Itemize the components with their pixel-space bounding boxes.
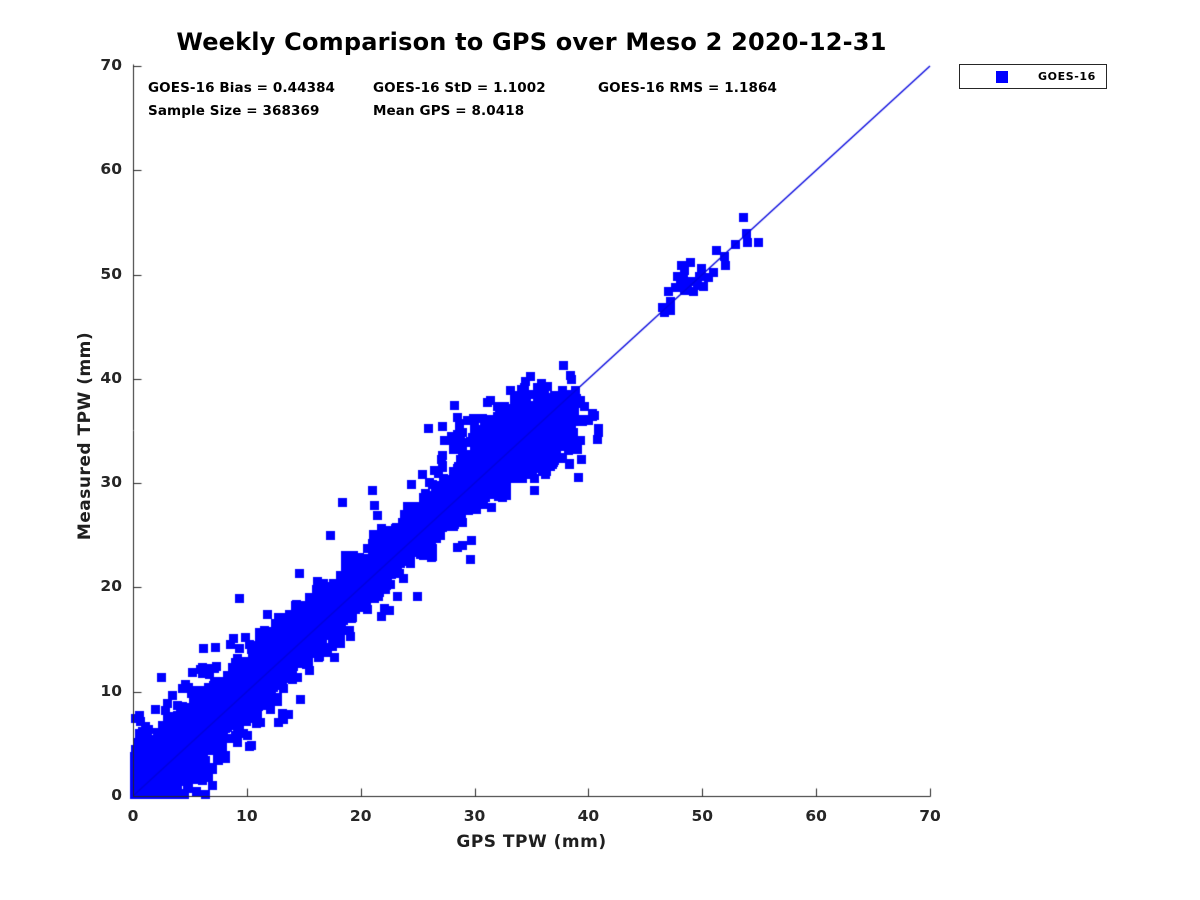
x-tick-label: 20 — [349, 807, 372, 825]
stat-rms: GOES-16 RMS = 1.1864 — [598, 80, 777, 96]
y-tick-label: 10 — [100, 681, 122, 700]
stat-sample-size: Sample Size = 368369 — [148, 103, 320, 119]
x-tick-label: 0 — [127, 807, 139, 825]
stat-std: GOES-16 StD = 1.1002 — [373, 80, 546, 96]
x-tick-label: 50 — [691, 807, 714, 825]
y-axis-label: Measured TPW (mm) — [75, 331, 95, 541]
y-tick-label: 30 — [100, 473, 122, 492]
legend-marker-square-icon — [996, 70, 1008, 83]
x-tick-label: 60 — [805, 807, 827, 825]
legend: GOES-16 — [959, 64, 1107, 89]
y-tick-label: 70 — [100, 56, 122, 74]
x-tick-label: 70 — [919, 807, 941, 825]
chart-title: Weekly Comparison to GPS over Meso 2 202… — [176, 28, 887, 56]
y-tick-label: 20 — [100, 577, 122, 596]
stat-mean-gps: Mean GPS = 8.0418 — [373, 103, 525, 119]
x-axis-label: GPS TPW (mm) — [456, 832, 607, 852]
x-tick-label: 10 — [236, 807, 258, 825]
y-tick-label: 0 — [111, 786, 122, 804]
stat-bias: GOES-16 Bias = 0.44384 — [148, 80, 336, 96]
legend-label: GOES-16 — [1038, 70, 1096, 83]
x-tick-label: 40 — [577, 807, 600, 825]
y-tick-label: 60 — [100, 160, 122, 179]
x-tick-label: 30 — [463, 807, 486, 825]
y-tick-label: 50 — [100, 264, 122, 283]
y-tick-label: 40 — [100, 368, 122, 387]
